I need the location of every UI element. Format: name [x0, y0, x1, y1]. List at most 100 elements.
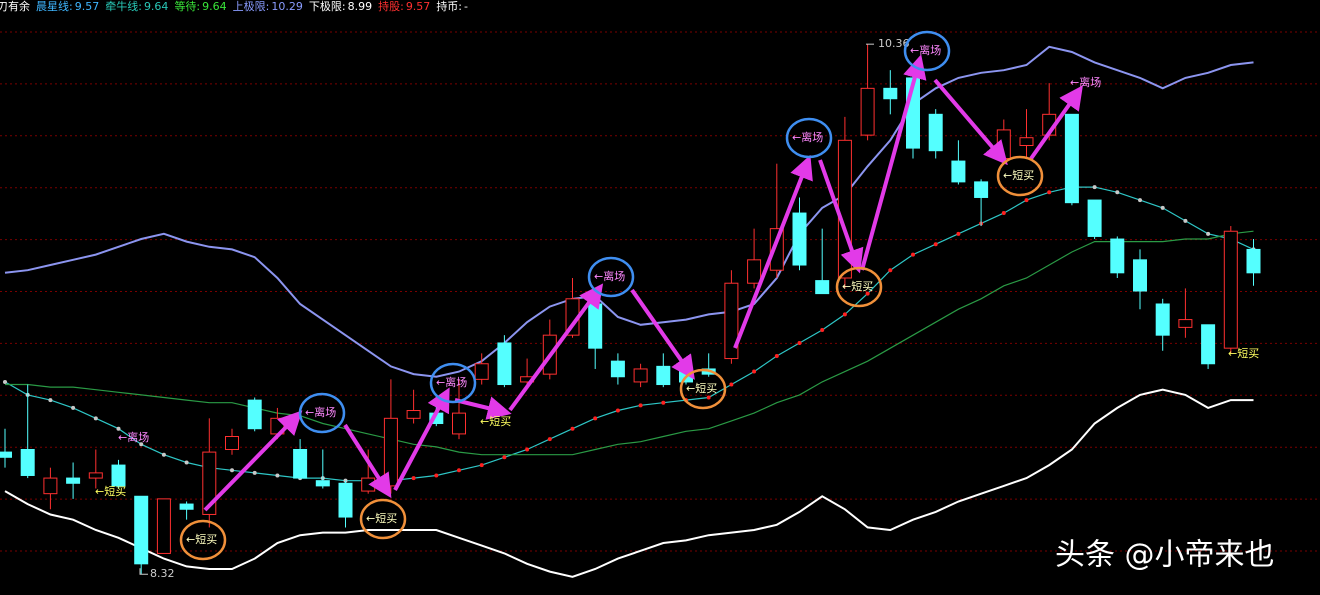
- indicator-dot: [933, 242, 938, 247]
- candle-body: [179, 503, 194, 510]
- title: 游刃有余: [0, 0, 30, 13]
- indicator-dot: [888, 268, 893, 273]
- watermark: 头条 @小帝来也: [1055, 538, 1275, 573]
- annotation: ←离场: [118, 430, 149, 444]
- indicator-dot: [411, 476, 416, 481]
- indicator-dot: [230, 468, 234, 473]
- indicator-value: 8.99: [347, 0, 373, 13]
- annotation: ←短买: [1228, 346, 1259, 360]
- indicator-line: [5, 230, 1254, 456]
- candle-body: [951, 160, 966, 183]
- annotation-circle: [587, 256, 635, 298]
- indicator-label: 晨星线:: [36, 0, 73, 13]
- indicator-dot: [865, 291, 870, 296]
- candle-body: [361, 477, 376, 492]
- indicator-label: 持币:: [436, 0, 463, 13]
- annotation: ←离场: [594, 269, 625, 283]
- candle-body: [747, 259, 762, 284]
- annotation: ←短买: [842, 279, 873, 293]
- indicator-value: 9.57: [405, 0, 431, 13]
- candle-body: [1178, 319, 1193, 328]
- annotation-circle: [179, 519, 227, 561]
- indicator-dot: [1115, 190, 1120, 195]
- annotation-circle: [785, 117, 833, 159]
- candle-body: [43, 477, 58, 495]
- indicator-dot: [457, 468, 461, 473]
- indicator-dot: [275, 473, 280, 478]
- indicator-dot: [820, 327, 825, 332]
- low-pointer: [139, 568, 148, 575]
- indicator-dot: [706, 395, 711, 400]
- indicator-dot: [911, 252, 915, 257]
- indicator-dot: [1160, 205, 1165, 210]
- candle-body: [134, 495, 149, 565]
- indicator-dot: [661, 400, 666, 405]
- candle-body: [860, 87, 875, 136]
- indicator-dot: [1092, 185, 1097, 190]
- candle-body: [111, 464, 126, 487]
- candle-body: [1110, 238, 1125, 274]
- annotation: ←短买: [366, 511, 397, 525]
- annotation: ←短买: [1003, 168, 1034, 182]
- candle-body: [1133, 259, 1147, 292]
- indicator-dot: [502, 455, 507, 460]
- candle-body: [406, 410, 421, 419]
- candle-body: [1064, 113, 1079, 204]
- indicator-dot: [434, 473, 439, 478]
- candle-body: [20, 448, 35, 476]
- indicator-dot: [116, 426, 121, 431]
- candle-body: [383, 417, 398, 487]
- indicator-dot: [3, 379, 7, 384]
- candle-body: [474, 363, 489, 380]
- candle-body: [1155, 303, 1170, 336]
- indicator-label: 上极限:: [232, 0, 270, 13]
- annotation-circle: [359, 498, 407, 540]
- indicator-value: -: [464, 0, 469, 13]
- annotation: ←短买: [186, 532, 217, 546]
- candle-body: [452, 412, 466, 435]
- indicator-dot: [93, 416, 98, 421]
- candle-body: [338, 482, 353, 518]
- indicator-line: [4, 186, 1254, 482]
- candle-body: [928, 113, 943, 152]
- candle-body: [202, 451, 217, 515]
- indicator-dot: [1138, 198, 1142, 203]
- indicator-dot: [842, 312, 847, 317]
- candle-body: [66, 477, 81, 484]
- candle-body: [1019, 137, 1034, 147]
- candle-body: [247, 399, 262, 430]
- annotation-circle: [298, 392, 346, 434]
- indicator-dot: [1183, 218, 1188, 223]
- indicator-dot: [139, 442, 144, 447]
- candle-body: [656, 365, 671, 386]
- indicator-dot: [774, 353, 779, 358]
- candle-body: [769, 228, 784, 271]
- indicator-dot: [593, 416, 598, 421]
- low-label: 8.32: [150, 567, 175, 580]
- indicator-dot: [615, 408, 620, 413]
- annotation-circle: [429, 362, 477, 404]
- annotation: ←离场: [305, 405, 336, 419]
- indicator-dot: [1024, 198, 1029, 203]
- indicator-dot: [547, 437, 552, 442]
- annotation-circle: [679, 368, 727, 410]
- indicator-dot: [184, 460, 189, 465]
- candle-body: [0, 451, 12, 458]
- indicator-dot: [752, 369, 757, 374]
- indicator-dot: [1001, 211, 1006, 216]
- annotation: ←离场: [792, 130, 823, 144]
- annotation-circle: [903, 30, 951, 72]
- candle-body: [293, 448, 308, 479]
- indicator-dot: [638, 403, 643, 408]
- indicator-value: 9.57: [74, 0, 100, 13]
- indicator-dot: [729, 382, 734, 387]
- candle-body: [1087, 199, 1102, 237]
- candle-body: [724, 282, 739, 360]
- candle-body: [837, 139, 852, 279]
- candle-body: [1246, 248, 1261, 274]
- indicator-value: 9.64: [143, 0, 169, 13]
- candle-body: [974, 181, 989, 198]
- indicator-line: [4, 388, 1254, 578]
